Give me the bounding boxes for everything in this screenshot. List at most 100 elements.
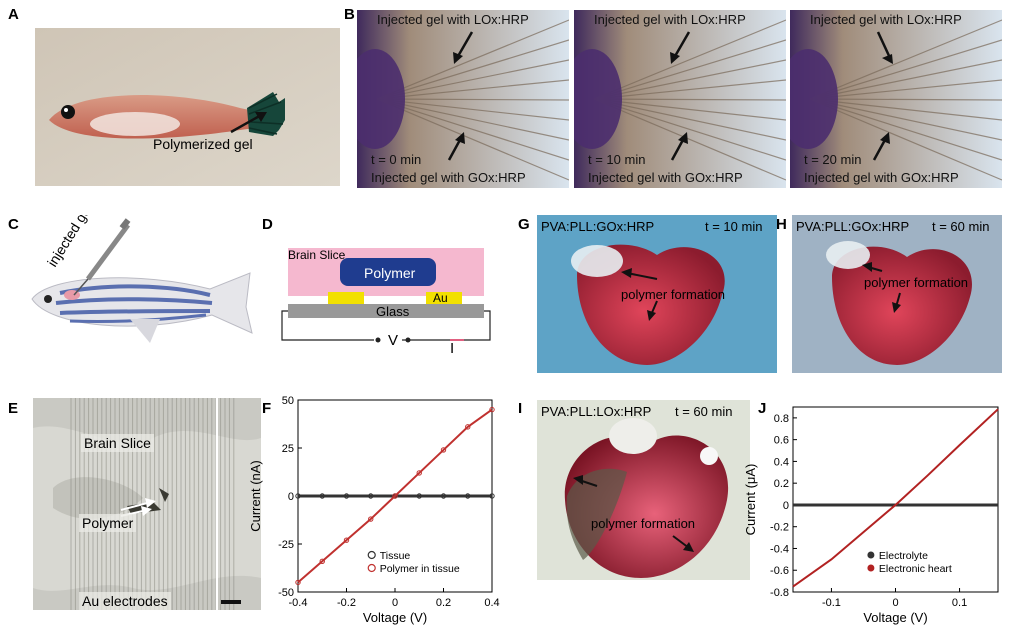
- frame-1-bottom-label: Injected gel with GOx:HRP: [371, 170, 526, 185]
- heart-image-h: [792, 215, 1002, 373]
- panel-g-title: PVA:PLL:GOx:HRP: [541, 219, 655, 234]
- data-point: [319, 493, 325, 499]
- data-point: [368, 493, 374, 499]
- legend-marker-2: [867, 564, 875, 572]
- panel-e-brain-slice-label: Brain Slice: [81, 434, 154, 452]
- panel-h-title: PVA:PLL:GOx:HRP: [796, 219, 910, 234]
- electrode-micrograph: [33, 398, 261, 610]
- data-point: [295, 579, 301, 586]
- panel-i-annotation: polymer formation: [591, 516, 696, 531]
- panel-label-c: C: [8, 216, 19, 233]
- device-schematic: [281, 248, 491, 343]
- panel-label-e: E: [8, 400, 19, 417]
- data-point: [295, 493, 301, 499]
- y-axis-label: Current (nA): [248, 460, 263, 532]
- y-tick-label: 0.4: [774, 456, 789, 468]
- data-point: [489, 493, 495, 499]
- data-point: [489, 406, 495, 413]
- panel-i-title: PVA:PLL:LOx:HRP: [541, 404, 652, 419]
- data-point: [392, 493, 398, 499]
- y-axis-label: Current (μA): [743, 464, 758, 536]
- panel-g-annotation: polymer formation: [621, 287, 726, 302]
- data-point: [343, 537, 350, 543]
- y-tick-label: 0: [783, 500, 789, 512]
- y-tick-label: -0.8: [770, 587, 789, 599]
- y-tick-label: 0: [288, 491, 294, 503]
- data-point: [440, 447, 447, 453]
- data-point: [416, 470, 422, 476]
- data-point: [440, 493, 447, 499]
- polymerized-gel-arrow: [230, 112, 267, 134]
- data-point: [368, 516, 374, 522]
- legend-label-2: Electronic heart: [879, 563, 952, 575]
- y-tick-label: -0.4: [770, 543, 789, 555]
- fish-photo: [35, 28, 340, 186]
- y-tick-label: 0.8: [774, 413, 789, 425]
- glass-label: Glass: [376, 304, 410, 319]
- frame-2-time: t = 10 min: [588, 152, 646, 167]
- heart-image-g: [537, 215, 777, 373]
- polymerized-gel-label: Polymerized gel: [153, 136, 253, 152]
- panel-i-time: t = 60 min: [675, 404, 733, 419]
- panel-label-b: B: [344, 6, 355, 23]
- panel-b-frame-2: Injected gel with LOx:HRP t = 10 min Inj…: [574, 10, 786, 188]
- y-tick-label: 0.6: [774, 435, 789, 447]
- zebrafish-illustration: [31, 218, 253, 343]
- panel-label-d: D: [262, 216, 273, 233]
- x-tick-label: -0.1: [822, 597, 841, 609]
- panel-a-photo: Polymerized gel: [35, 28, 340, 186]
- x-tick-label: 0.2: [436, 597, 451, 609]
- x-axis-label: Voltage (V): [863, 610, 927, 625]
- frame-2-top-label: Injected gel with LOx:HRP: [594, 12, 746, 27]
- panel-h-time: t = 60 min: [932, 219, 990, 234]
- data-point: [319, 558, 325, 564]
- legend-label-1: Electrolyte: [879, 550, 928, 562]
- y-tick-label: 25: [282, 443, 294, 455]
- panel-g-time: t = 10 min: [705, 219, 763, 234]
- chart-f: -0.4 -0.2 0 0.2 0.4 -50 -25 0 25 50 Voltage (V) Cur…: [248, 395, 500, 625]
- panel-label-f: F: [262, 400, 272, 417]
- x-tick-label: 0.4: [484, 597, 499, 609]
- panel-label-a: A: [8, 6, 19, 23]
- data-point: [416, 493, 422, 499]
- panel-h-annotation: polymer formation: [864, 275, 969, 290]
- chart-j: -0.1 0 0.1 -0.8 -0.6 -0.4 -0.2 0 0.2 0.4 0.6 0.8 Vol…: [743, 406, 999, 625]
- frame-3-top-label: Injected gel with LOx:HRP: [810, 12, 962, 27]
- polymer-layer-label: Polymer: [364, 265, 416, 281]
- legend-marker-1: [867, 551, 875, 559]
- x-tick-label: -0.4: [289, 597, 308, 609]
- x-tick-label: 0: [392, 597, 398, 609]
- data-point: [465, 424, 471, 430]
- y-tick-label: -50: [278, 587, 294, 599]
- brain-slice-layer-label: Brain Slice: [288, 248, 346, 262]
- y-tick-label: -0.6: [770, 565, 789, 577]
- legend-marker-1: [367, 550, 376, 560]
- fin-image-2: [574, 10, 786, 188]
- panel-label-g: G: [518, 216, 530, 233]
- legend-marker-2: [367, 563, 376, 573]
- panel-c-illustration: injected gel: [20, 215, 260, 355]
- panel-e-electrodes-label: Au electrodes: [79, 592, 171, 610]
- legend-label-2: Polymer in tissue: [380, 563, 460, 575]
- frame-2-bottom-label: Injected gel with GOx:HRP: [588, 170, 743, 185]
- panel-label-h: H: [776, 216, 787, 233]
- x-tick-label: 0.1: [952, 597, 967, 609]
- fin-image-3: [790, 10, 1002, 188]
- heart-image-i: [537, 400, 750, 580]
- panel-b-frame-3: Injected gel with LOx:HRP t = 20 min Inj…: [790, 10, 1002, 188]
- x-tick-label: -0.2: [337, 597, 356, 609]
- panel-e-micrograph: Brain Slice Polymer Au electrodes: [33, 398, 261, 610]
- series-line-2: [297, 408, 493, 584]
- frame-1-time: t = 0 min: [371, 152, 422, 167]
- panel-label-j: J: [758, 400, 767, 417]
- panel-g-heart: PVA:PLL:GOx:HRP t = 10 min polymer forma…: [537, 215, 777, 373]
- au-label: Au: [433, 291, 448, 305]
- current-symbol: I: [450, 340, 455, 357]
- frame-1-top-label: Injected gel with LOx:HRP: [377, 12, 529, 27]
- panel-d-schematic: Brain Slice Polymer Au Glass V I: [278, 240, 508, 360]
- legend-label-1: Tissue: [380, 550, 411, 562]
- x-tick-label: 0: [892, 597, 898, 609]
- panel-h-heart: PVA:PLL:GOx:HRP t = 60 min polymer forma…: [792, 215, 1002, 373]
- panel-e-polymer-label: Polymer: [79, 514, 137, 532]
- y-tick-label: 0.2: [774, 478, 789, 490]
